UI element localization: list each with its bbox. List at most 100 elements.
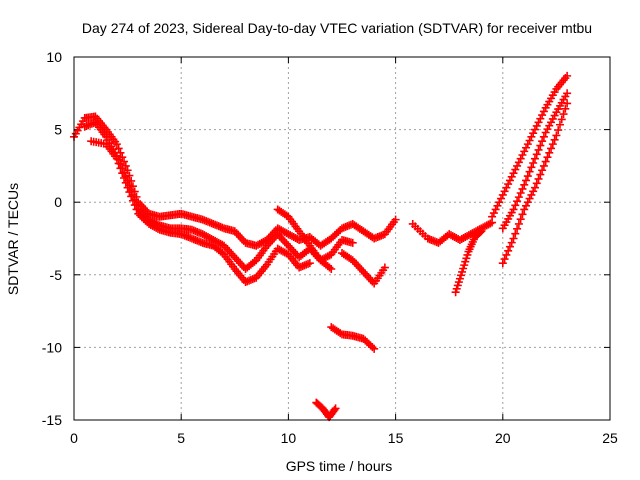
data-point: [153, 224, 162, 233]
data-point: [525, 194, 534, 203]
data-point: [536, 114, 545, 123]
data-point: [520, 147, 529, 156]
data-point: [511, 201, 520, 210]
data-point: [123, 183, 132, 192]
data-point: [391, 215, 400, 224]
plot-frame: [73, 56, 611, 421]
data-point: [488, 212, 497, 221]
data-point: [559, 110, 568, 119]
data-point: [557, 115, 566, 124]
data-point: [516, 189, 525, 198]
data-point: [541, 157, 550, 166]
data-point: [128, 182, 137, 191]
x-tick-label: 20: [495, 430, 511, 446]
data-point: [536, 141, 545, 150]
data-point: [502, 250, 511, 259]
data-point: [218, 249, 227, 258]
data-point: [120, 174, 129, 182]
data-point: [498, 259, 507, 268]
data-point: [552, 131, 561, 140]
data-point: [509, 169, 518, 178]
data-point: [514, 158, 523, 167]
data-point: [250, 257, 259, 266]
data-point: [368, 343, 377, 352]
data-point: [504, 246, 513, 255]
data-point: [507, 172, 516, 181]
data-point: [514, 193, 523, 202]
data-point: [505, 176, 514, 185]
data-point: [532, 179, 541, 188]
x-tick-label: 5: [177, 430, 185, 446]
data-point: [128, 196, 137, 205]
data-point: [563, 99, 572, 108]
data-point: [498, 190, 507, 199]
data-point: [336, 329, 345, 338]
data-point: [305, 259, 314, 268]
data-point: [547, 144, 556, 153]
data-point: [130, 201, 139, 210]
series-track-late-night: [338, 249, 389, 288]
series-track-outlier-short: [327, 323, 379, 353]
data-point: [554, 126, 563, 135]
data-point: [539, 132, 548, 141]
data-point: [532, 150, 541, 159]
data-point: [127, 192, 136, 201]
data-point: [509, 205, 518, 214]
data-point: [561, 104, 570, 113]
data-point: [502, 183, 511, 192]
data-point: [539, 107, 548, 116]
data-point: [563, 71, 572, 80]
data-point: [114, 144, 123, 153]
data-point: [534, 174, 543, 183]
series-track-main-upper: [70, 112, 400, 250]
data-point: [529, 129, 538, 138]
x-tick-label: 10: [281, 430, 297, 446]
data-point: [511, 229, 520, 238]
data-point: [534, 145, 543, 154]
data-point: [529, 158, 538, 167]
data-point: [516, 215, 525, 224]
data-point: [527, 132, 536, 141]
data-point: [527, 163, 536, 172]
data-point: [331, 404, 340, 413]
data-point: [538, 166, 547, 175]
data-point: [525, 136, 534, 145]
data-point: [518, 151, 527, 160]
data-point: [504, 180, 513, 189]
data-point: [125, 188, 134, 197]
data-point: [500, 187, 509, 196]
data-point: [491, 205, 500, 214]
data-point: [327, 264, 336, 273]
data-point: [563, 89, 572, 98]
data-point: [497, 194, 506, 203]
data-point: [112, 140, 121, 149]
data-point: [325, 263, 334, 272]
y-tick-label: -15: [42, 412, 62, 428]
y-tick-label: -5: [50, 267, 63, 283]
data-point: [505, 242, 514, 251]
series-track-rise-a: [488, 71, 572, 221]
data-point: [518, 210, 527, 219]
data-point: [523, 140, 532, 149]
data-point: [522, 143, 531, 152]
data-point: [534, 118, 543, 127]
data-point: [523, 198, 532, 207]
data-point: [518, 184, 527, 193]
series-track-morning-dip: [451, 227, 486, 297]
data-point: [522, 176, 531, 185]
data-point: [543, 153, 552, 162]
data-point: [530, 154, 539, 163]
data-point: [489, 209, 498, 218]
data-point: [525, 167, 534, 176]
data-point: [370, 344, 379, 353]
data-point: [500, 255, 509, 264]
data-point: [112, 154, 121, 163]
data-point: [522, 201, 531, 210]
data-point: [516, 154, 525, 163]
data-point: [530, 125, 539, 134]
data-point: [476, 228, 485, 237]
data-point: [509, 234, 518, 243]
data-point: [520, 205, 529, 214]
data-point: [493, 201, 502, 210]
